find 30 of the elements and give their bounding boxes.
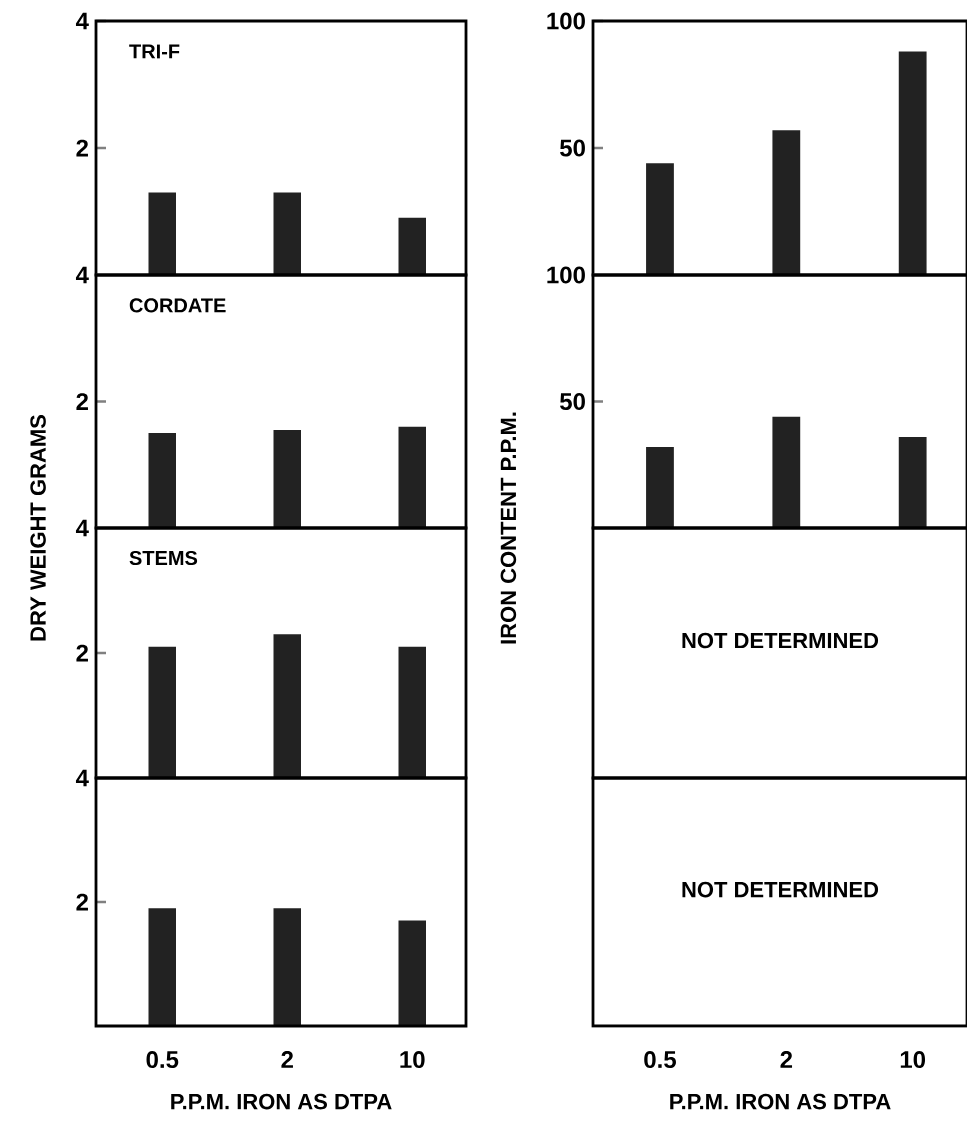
y-tick-label: 2 [76,393,88,410]
text: TRI-F [129,44,180,59]
y-tick-label: 4 [75,519,89,537]
text: NOT DETERMINED [682,632,879,649]
bar [772,130,801,275]
bar [772,416,801,529]
y-tick-label: 50 [559,393,585,410]
y-tick-label: 100 [547,266,585,284]
x-axis-title: P.P.M. IRON AS DTPA [171,1093,392,1110]
y-tick-label: 4 [75,769,89,787]
text: STEMS [129,550,198,566]
y-axis-title: DRY WEIGHT GRAMS [30,415,46,641]
y-tick-label: 4 [75,266,89,284]
text: CORDATE [129,298,226,313]
x-tick-label: 0.5 [146,1051,179,1069]
y-tick-label: 2 [76,644,88,662]
bar [898,436,927,529]
y-tick-label: 2 [76,139,88,157]
bar [898,51,927,275]
y-tick-label: 4 [75,12,89,30]
x-tick-label: 10 [400,1051,425,1069]
text: P.P.M. IRON AS DTPA [670,1093,891,1110]
y-tick-label: 50 [559,139,585,157]
y-axis-title: IRON CONTENT P.P.M. [500,412,517,644]
bar [646,447,674,529]
bar [646,163,674,275]
x-tick-label: 2 [281,1051,293,1068]
y-tick-label: 100 [547,12,585,30]
y-tick-label: 2 [76,893,88,911]
text: NOT DETERMINED [682,881,879,898]
